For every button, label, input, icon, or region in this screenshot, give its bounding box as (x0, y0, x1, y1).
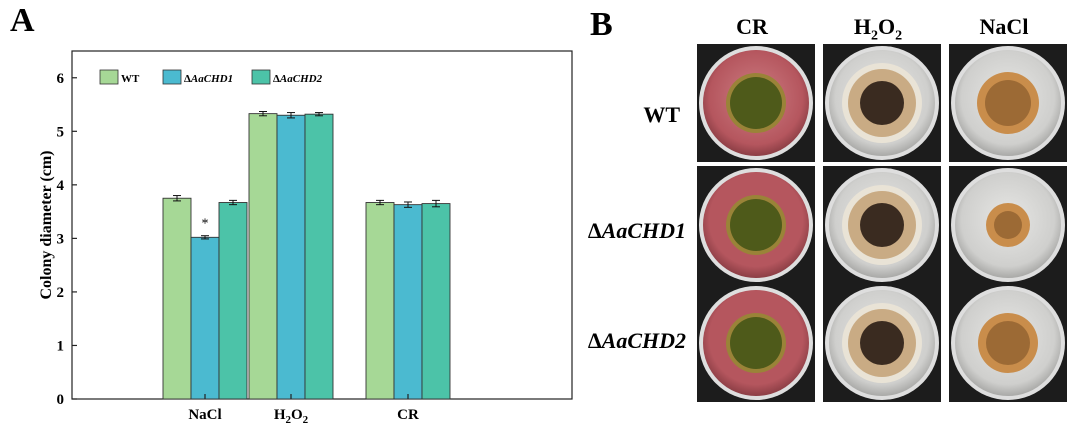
bar-wt-2 (365, 202, 395, 400)
significance-marker: * (202, 217, 209, 232)
plate-aachd2-cr (697, 284, 815, 402)
colony-center (994, 211, 1022, 239)
plate-image (951, 286, 1065, 400)
column-header-h2o2: H2O2 (818, 14, 938, 44)
bar-aachd2-0 (218, 202, 248, 400)
legend-swatch-1 (162, 69, 182, 85)
colony-center (730, 77, 782, 129)
y-tick-label: 5 (57, 124, 65, 140)
x-tick-label-1: H2O2 (274, 407, 309, 426)
column-header-nacl-text: NaCl (979, 14, 1029, 39)
column-header-cr: CR (692, 14, 812, 40)
column-header-h2o2-o: O (878, 14, 896, 39)
column-header-nacl: NaCl (944, 14, 1064, 40)
plate-image (699, 46, 813, 160)
plate-image (951, 168, 1065, 282)
plate-wt-h2o2 (823, 44, 941, 162)
bar-wt-0 (162, 197, 192, 400)
legend-label-1: ΔAaCHD1 (184, 73, 233, 85)
plate-aachd1-nacl (949, 166, 1067, 284)
y-tick-label: 1 (57, 338, 65, 354)
colony-center (860, 203, 904, 247)
bar-wt-1 (248, 113, 278, 400)
legend-swatch-0 (99, 69, 119, 85)
plate-image (699, 286, 813, 400)
y-tick-label: 4 (57, 178, 65, 194)
row-label-aachd2-text: AaCHD2 (601, 328, 686, 353)
colony-center (730, 317, 782, 369)
bar-aachd1-2 (393, 204, 423, 400)
plate-image (699, 168, 813, 282)
plate-aachd1-h2o2 (823, 166, 941, 284)
bar-aachd2-1 (304, 113, 334, 400)
y-tick-label: 6 (57, 71, 65, 87)
bar-aachd2-2 (421, 203, 451, 400)
legend-label-2: ΔAaCHD2 (273, 73, 323, 85)
plate-image (951, 46, 1065, 160)
bar-aachd1-1 (276, 114, 306, 400)
colony-center (860, 81, 904, 125)
x-tick-label-2: CR (397, 407, 419, 423)
panel-a-label: A (10, 2, 35, 39)
plate-image (825, 286, 939, 400)
row-label-aachd2: ΔAaCHD2 (566, 328, 686, 354)
row-label-wt-text: WT (643, 102, 680, 127)
y-axis-label: Colony diameter (cm) (38, 151, 55, 300)
column-header-h2o2-sub2: 2 (895, 28, 903, 44)
bar-chart: 0 1 2 3 4 5 6 Colony diameter (cm) NaCl H2O2 CR * WT… (38, 50, 573, 426)
column-header-h2o2-sub1: 2 (871, 28, 878, 44)
colony-center (985, 80, 1031, 126)
colony-center (860, 321, 904, 365)
row-label-wt: WT (560, 102, 680, 128)
plate-aachd2-nacl (949, 284, 1067, 402)
colony-center (986, 321, 1030, 365)
panel-b-label: B (590, 6, 613, 43)
plate-aachd2-h2o2 (823, 284, 941, 402)
row-label-aachd1-text: AaCHD1 (601, 218, 686, 243)
row-label-aachd2-prefix: Δ (587, 328, 602, 353)
legend-label-0: WT (121, 73, 140, 85)
y-tick-label: 3 (57, 231, 65, 247)
x-tick-label-0: NaCl (188, 407, 221, 423)
legend-swatch-2 (251, 69, 271, 85)
plate-image (825, 168, 939, 282)
y-tick-label: 0 (57, 392, 65, 408)
column-header-cr-text: CR (736, 14, 768, 39)
row-label-aachd1: ΔAaCHD1 (566, 218, 686, 244)
row-label-aachd1-prefix: Δ (587, 218, 602, 243)
plate-aachd1-cr (697, 166, 815, 284)
plate-image (825, 46, 939, 160)
bar-aachd1-0 (190, 236, 220, 400)
column-header-h2o2-h: H (853, 14, 871, 39)
plate-wt-cr (697, 44, 815, 162)
y-tick-label: 2 (57, 285, 65, 301)
plate-wt-nacl (949, 44, 1067, 162)
colony-center (730, 199, 782, 251)
